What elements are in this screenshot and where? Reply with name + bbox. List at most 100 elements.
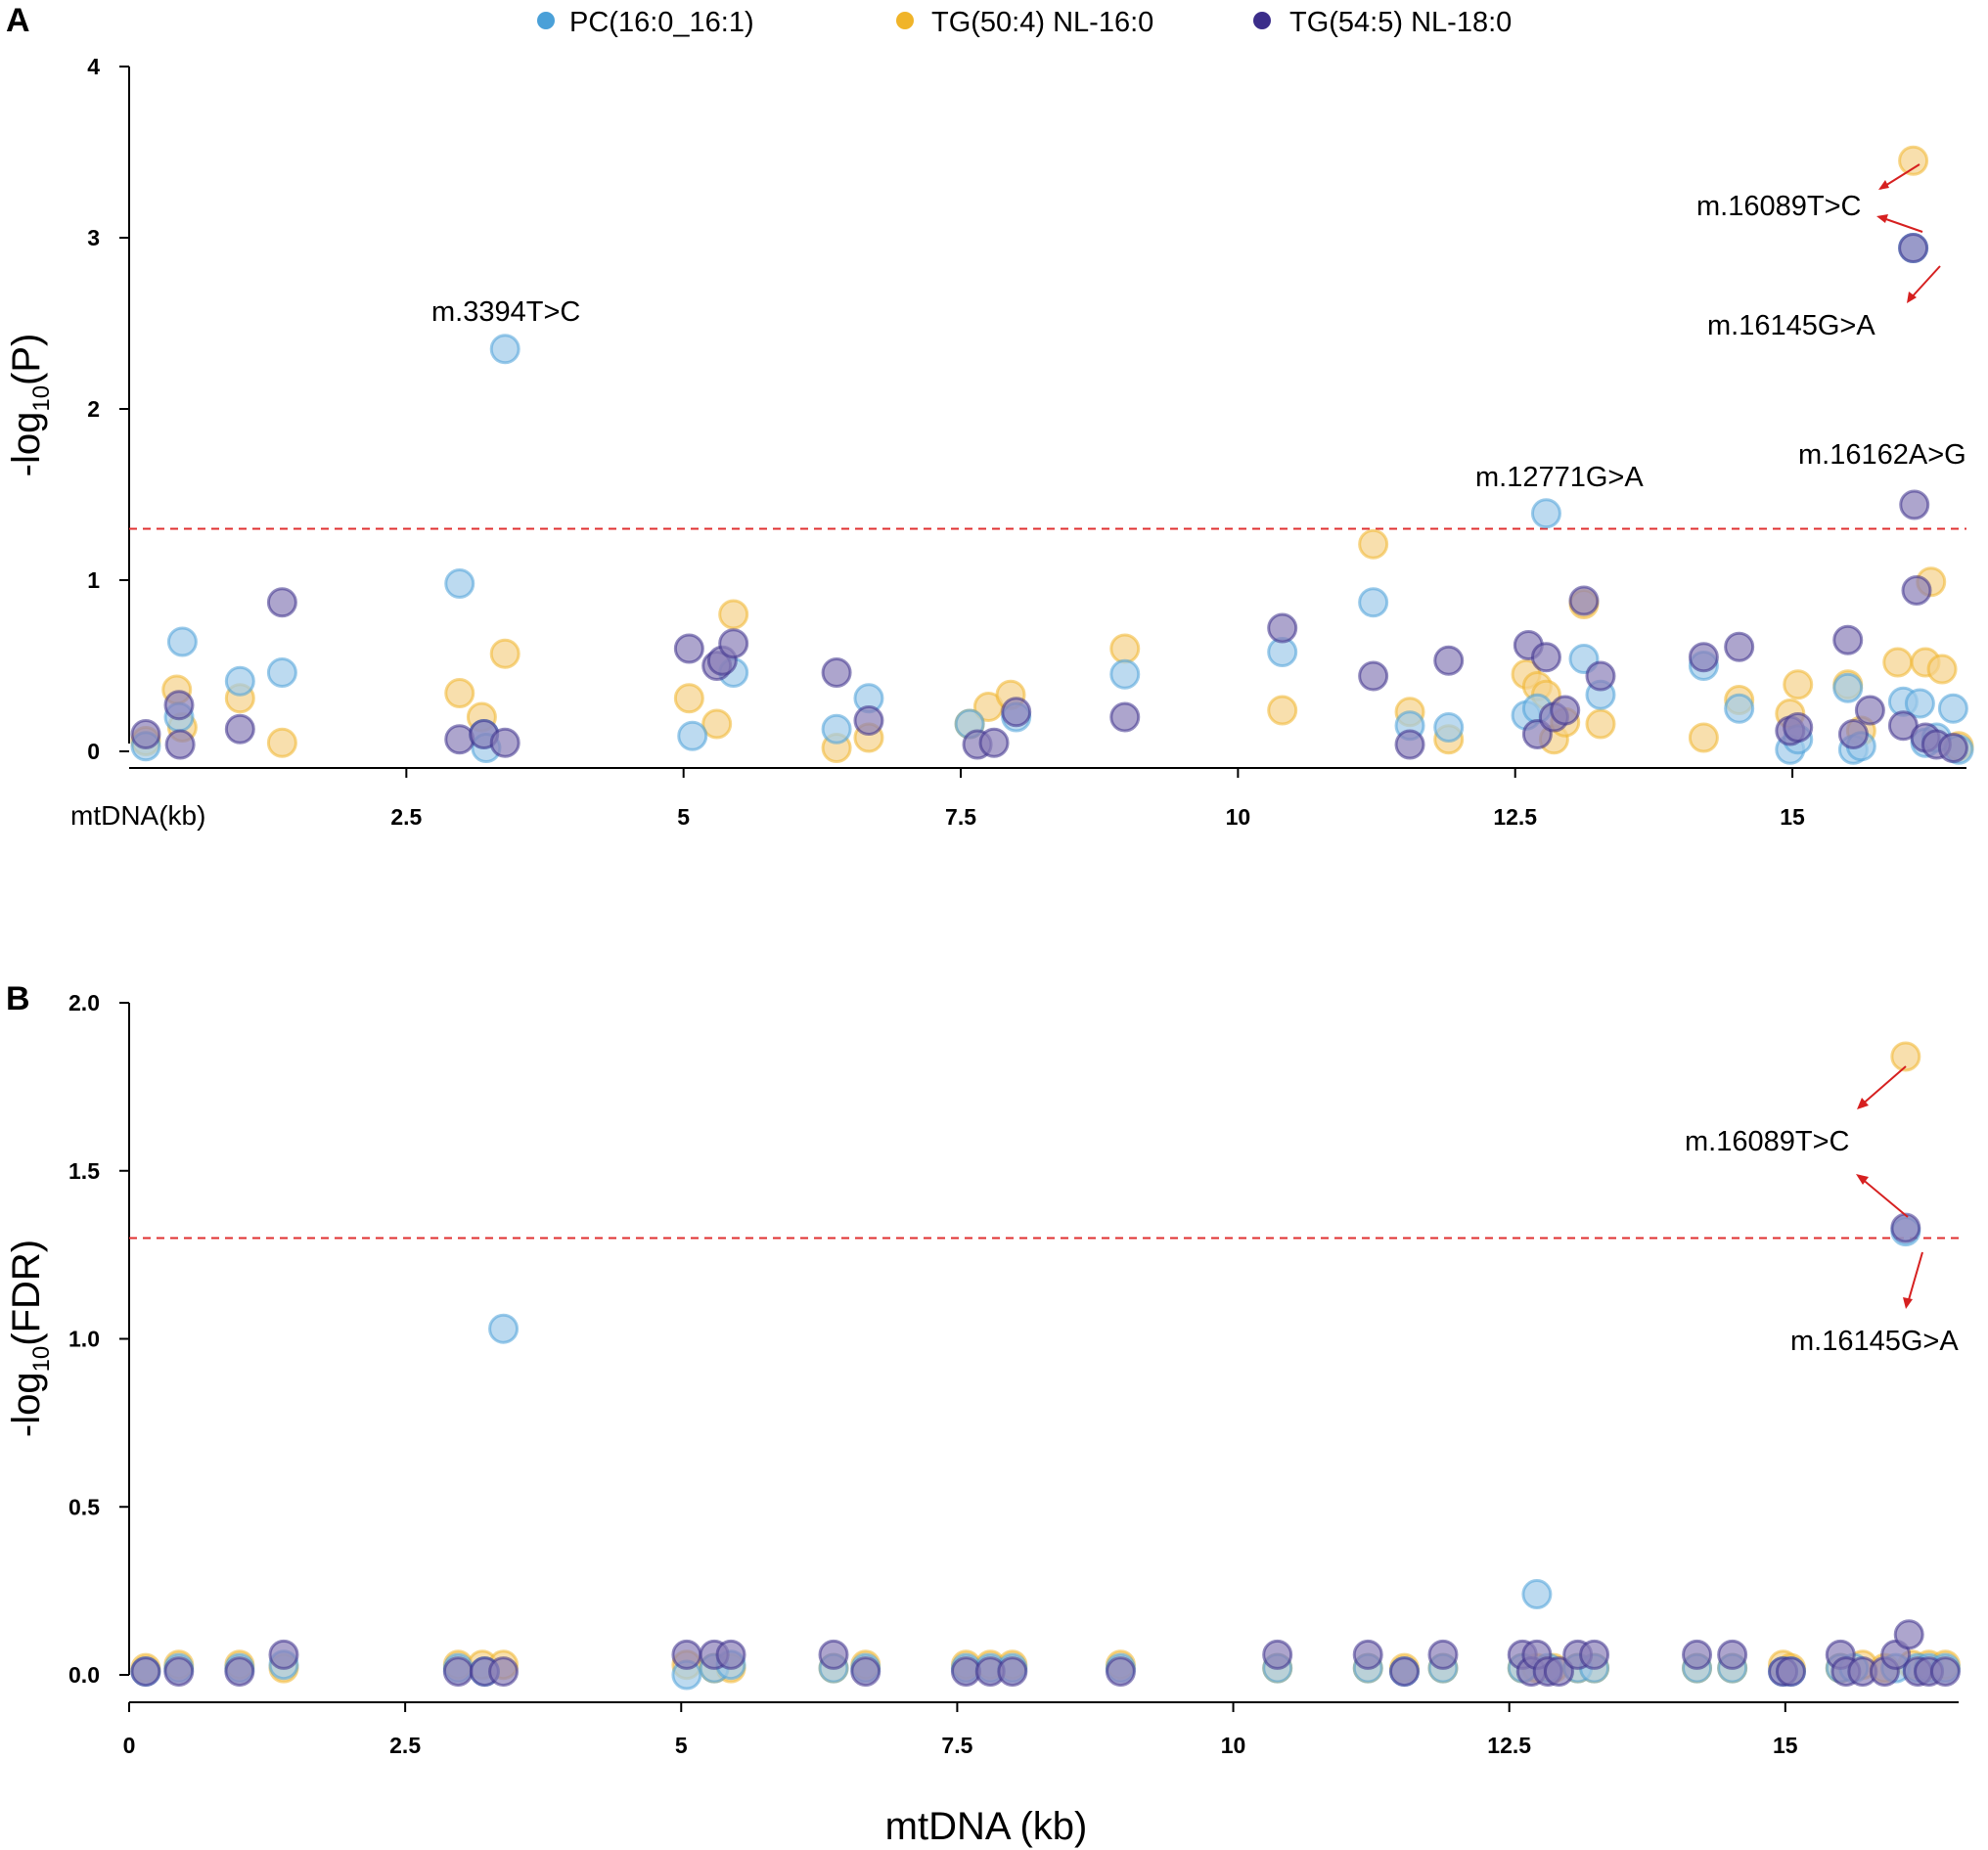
panel-a-point-tg54 (266, 587, 297, 618)
panel-a-point-pc (821, 713, 852, 745)
panel-b-point-tg54 (1262, 1639, 1293, 1670)
panel-b-point-tg54 (1105, 1656, 1136, 1688)
panel-b-y-axis-label: -log10(FDR) (5, 1240, 55, 1437)
panel-b-points (130, 1041, 1961, 1691)
panel-a-point-tg54 (1109, 701, 1141, 733)
panel-a-point-pc (1433, 712, 1465, 743)
panel-b-y-ticks: 0.0 0.5 1.0 1.5 2.0 (68, 990, 129, 1688)
panel-a-point-tg54 (489, 727, 520, 758)
panel-b-x-tick-label: 5 (675, 1733, 688, 1758)
arrow-a-16089-up-head (1878, 180, 1889, 190)
legend-label-pc: PC(16:0_16:1) (569, 7, 754, 38)
panel-a-point-tg54 (1550, 695, 1581, 726)
panel-a-point-tg50 (1585, 708, 1616, 740)
panel-a-point-tg54 (978, 727, 1010, 758)
panel-b-letter: B (6, 980, 30, 1017)
panel-a-point-tg54 (1530, 642, 1561, 673)
panel-a-point-tg54 (1783, 712, 1814, 743)
panel-a-point-tg54 (1688, 642, 1719, 673)
panel-b-y-tick-label: 0.0 (68, 1662, 100, 1688)
panel-b-point-tg54 (715, 1639, 746, 1670)
annot-a-m16089: m.16089T>C (1696, 191, 1861, 222)
panel-a-point-pc (489, 334, 520, 365)
panel-a-x-tick-label: 15 (1780, 804, 1805, 830)
panel-a-x-tick-label: 12.5 (1493, 804, 1537, 830)
annot-a-m3394: m.3394T>C (431, 296, 580, 328)
panel-b-x-tick-label: 2.5 (389, 1733, 421, 1758)
panel-b-point-tg54 (1775, 1656, 1806, 1688)
panel-b-point-tg54 (1427, 1639, 1459, 1670)
panel-b-point-tg54 (1893, 1619, 1924, 1650)
panel-b-point-pc (488, 1313, 520, 1344)
panel-a-point-tg50 (1926, 654, 1958, 685)
panel-b-point-tg54 (1352, 1639, 1383, 1670)
panel-a-point-tg50 (1267, 695, 1298, 726)
panel-b-point-tg54 (163, 1656, 195, 1688)
panel-a-x-ticks: 2.5 5 7.5 10 12.5 15 (390, 768, 1805, 830)
panel-a-letter: A (6, 2, 30, 39)
arrow-b-16145 (1907, 1251, 1923, 1304)
panel-a-annotations: m.3394T>C m.12771G>A m.16089T>C m.16145G… (431, 163, 1966, 493)
panel-a-point-pc (1832, 672, 1864, 703)
panel-a-point-tg54 (1899, 489, 1930, 520)
annot-b-m16145: m.16145G>A (1790, 1326, 1959, 1357)
panel-b-point-tg54 (850, 1656, 881, 1688)
annot-a-m16145: m.16145G>A (1707, 310, 1875, 341)
panel-a-x-tick-label: 7.5 (945, 804, 976, 830)
arrow-b-16089-b-head (1856, 1174, 1869, 1185)
panel-b-point-tg54 (130, 1656, 161, 1688)
arrow-a-16089-down (1879, 216, 1923, 233)
panel-a-x-tick-label: 5 (677, 804, 690, 830)
panel-a-point-tg54 (130, 719, 161, 749)
panel-b-point-tg54 (1682, 1639, 1713, 1670)
panel-b-x-tick-label: 10 (1221, 1733, 1246, 1758)
annot-b-m16089: m.16089T>C (1685, 1126, 1849, 1157)
panel-a-point-tg54 (853, 705, 884, 736)
panel-b-x-ticks: 0 2.5 5 7.5 10 12.5 15 (123, 1702, 1798, 1758)
panel-a-point-tg54 (1358, 660, 1389, 692)
panel-a-point-tg54 (1898, 233, 1929, 263)
legend-marker-tg50 (896, 12, 914, 29)
panel-b-point-tg50 (1890, 1041, 1921, 1072)
panel-a-point-tg54 (163, 690, 195, 721)
panel-a-points (130, 145, 1974, 765)
panel-b-x-tick-label: 7.5 (941, 1733, 972, 1758)
panel-a-point-tg54 (718, 628, 749, 659)
panel-a-point-tg54 (1394, 729, 1425, 760)
panel-b-x-axis-label: mtDNA (kb) (885, 1805, 1088, 1848)
panel-b-x-tick-label: 15 (1773, 1733, 1798, 1758)
panel-a-point-tg50 (701, 708, 733, 740)
arrow-b-16089-b (1860, 1177, 1909, 1218)
panel-b-x-tick-label: 0 (123, 1733, 136, 1758)
panel-b-point-pc (1521, 1579, 1553, 1610)
panel-b-y-label-rest: (FDR) (5, 1240, 48, 1346)
panel-a-point-tg50 (1898, 145, 1929, 176)
panel-a-point-tg50 (1358, 528, 1389, 560)
panel-b-point-tg54 (268, 1639, 299, 1670)
panel-a-point-pc (224, 665, 255, 697)
panel-a-point-pc (1358, 587, 1389, 618)
panel-a-point-tg54 (1724, 631, 1755, 662)
panel-a-point-tg54 (1267, 612, 1298, 644)
panel-a-y-tick-label: 0 (87, 739, 100, 764)
panel-a-y-axis-label: -log10(P) (5, 334, 55, 477)
annot-a-m12771: m.12771G>A (1475, 462, 1644, 493)
panel-b-annotations: m.16089T>C m.16145G>A (1685, 1065, 1959, 1357)
arrow-a-16145-head (1907, 292, 1917, 303)
legend-marker-tg54 (1253, 12, 1271, 29)
panel-b-x-tick-label: 12.5 (1487, 1733, 1531, 1758)
panel-b-point-tg54 (1890, 1212, 1921, 1243)
legend: PC(16:0_16:1) TG(50:4) NL-16:0 TG(54:5) … (537, 7, 1512, 38)
panel-a-point-tg50 (489, 638, 520, 669)
panel-a-point-tg54 (1832, 624, 1864, 655)
panel-a-point-tg50 (266, 727, 297, 758)
panel-b-y-label-main: -log (5, 1372, 48, 1437)
panel-a-point-pc (677, 720, 708, 751)
panel-a-y-tick-label: 4 (87, 54, 100, 79)
panel-b-point-tg54 (224, 1656, 255, 1688)
panel-a-point-pc (1904, 688, 1935, 719)
panel-a-y-tick-label: 2 (87, 396, 100, 422)
panel-b-point-tg54 (997, 1656, 1028, 1688)
panel-a-point-tg50 (1882, 647, 1914, 678)
